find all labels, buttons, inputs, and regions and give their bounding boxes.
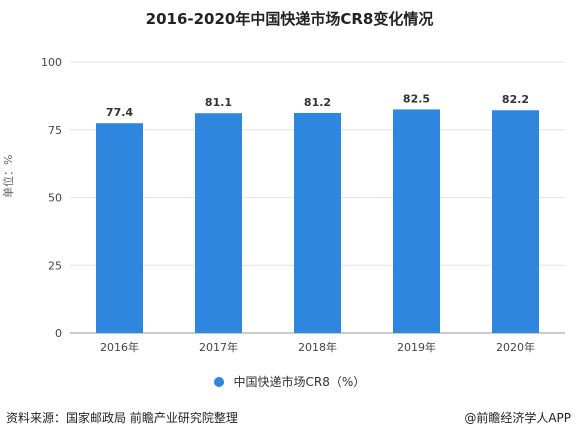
data-label: 82.5: [403, 92, 430, 105]
y-tick-label: 75: [48, 124, 62, 137]
bars: [96, 109, 539, 334]
data-label: 77.4: [106, 106, 133, 119]
credit-note: @前瞻经济学人APP: [464, 411, 571, 425]
data-label: 81.1: [205, 96, 232, 109]
x-tick-label: 2016年: [100, 340, 139, 354]
bar: [96, 123, 143, 333]
y-tick-label: 25: [48, 259, 62, 272]
labels: 0 25 50 75 100 77.4 2016年 81.1 2017年 81.2 2018年 82.…: [41, 56, 535, 354]
source-note: 资料来源：国家邮政局 前瞻产业研究院整理: [6, 411, 238, 425]
bar: [492, 110, 539, 333]
data-label: 82.2: [502, 93, 529, 106]
chart-title: 2016-2020年中国快递市场CR8变化情况: [145, 10, 434, 28]
legend-label: 中国快递市场CR8（%）: [233, 375, 366, 389]
x-tick-label: 2019年: [397, 340, 436, 354]
x-tick-label: 2020年: [496, 340, 535, 354]
y-tick-label: 50: [48, 192, 62, 205]
legend-swatch: [213, 377, 224, 387]
bar: [393, 109, 440, 333]
data-label: 81.2: [304, 96, 331, 109]
bar: [294, 112, 341, 333]
x-tick-label: 2018年: [298, 340, 337, 354]
y-tick-label: 0: [55, 327, 62, 340]
x-tick-label: 2017年: [199, 340, 238, 354]
bar: [195, 113, 242, 334]
y-axis-label: 单位：%: [2, 154, 15, 198]
legend: 中国快递市场CR8（%）: [0, 373, 579, 390]
y-tick-label: 100: [41, 56, 62, 69]
footer: 资料来源：国家邮政局 前瞻产业研究院整理 @前瞻经济学人APP: [0, 409, 579, 429]
